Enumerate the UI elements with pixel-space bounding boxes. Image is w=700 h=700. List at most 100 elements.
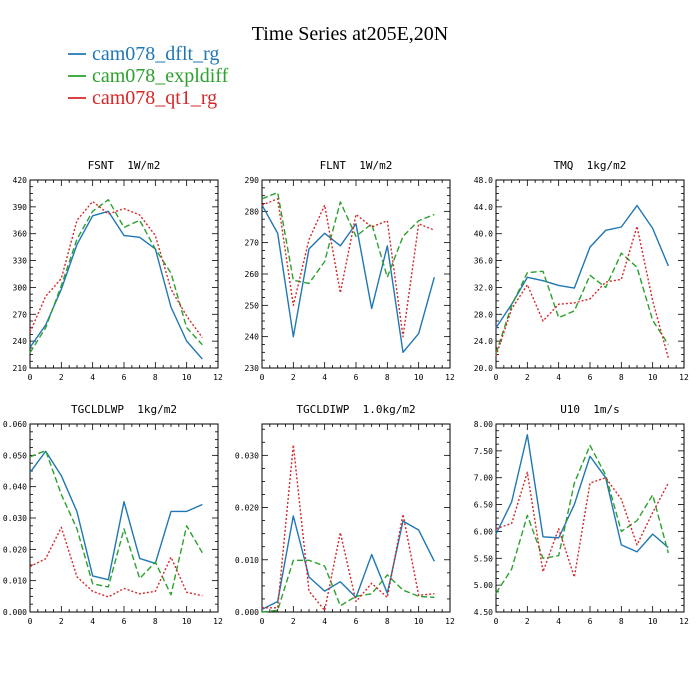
x-tick-label: 0 [494, 617, 499, 626]
x-tick-label: 4 [322, 617, 327, 626]
plot-frame [29, 423, 219, 613]
y-tick-label: 36.0 [474, 257, 493, 266]
y-tick-label: 280 [245, 207, 260, 216]
x-tick-label: 0 [28, 373, 33, 382]
y-tick-label: 0.030 [3, 514, 27, 523]
legend-label: cam078_dflt_rg [92, 43, 219, 65]
x-tick-label: 4 [90, 373, 95, 382]
x-tick-label: 10 [648, 617, 658, 626]
x-tick-label: 10 [648, 373, 658, 382]
x-tick-label: 6 [354, 617, 359, 626]
panel-title: TMQ 1kg/m2 [554, 159, 627, 172]
chart-panel: TGCLDIWP 1.0kg/m2 0 2 4 6 8 10 12 0.000 0.010 0.02… [235, 403, 455, 626]
y-tick-label: 32.0 [474, 283, 493, 292]
series-line-cam078_dflt_rg [261, 204, 436, 354]
x-tick-label: 12 [445, 617, 455, 626]
plot-frame [261, 179, 451, 369]
series-line-cam078_expldiff [29, 449, 203, 596]
y-tick-label: 240 [13, 337, 28, 346]
chart-panel: TMQ 1kg/m2 0 2 4 6 8 10 12 20.0 24.0 28.0 32.0 36.0 4… [474, 159, 689, 382]
y-tick-label: 0.000 [3, 608, 27, 617]
x-tick-label: 6 [588, 617, 593, 626]
y-tick-label: 0.000 [235, 608, 259, 617]
y-tick-label: 48.0 [474, 176, 493, 185]
y-tick-label: 40.0 [474, 230, 493, 239]
x-tick-label: 0 [28, 617, 33, 626]
series-line-cam078_expldiff [29, 198, 203, 354]
x-tick-label: 8 [385, 617, 390, 626]
x-tick-label: 10 [182, 373, 192, 382]
y-tick-label: 360 [13, 230, 28, 239]
x-tick-label: 8 [153, 373, 158, 382]
panel-title: FLNT 1W/m2 [320, 159, 393, 172]
panel-title: TGCLDLWP 1kg/m2 [71, 403, 177, 416]
chart-panels: FSNT 1W/m20 2 4 6 8 10 12210240270300330360390… [3, 159, 689, 626]
chart-panel: FLNT 1W/m2 0 2 4 6 8 10 12 230 240 250 260 270 280 290 [245, 159, 455, 382]
y-tick-label: 5.00 [474, 581, 493, 590]
y-tick-label: 390 [13, 203, 28, 212]
x-tick-label: 6 [354, 373, 359, 382]
y-tick-label: 250 [245, 301, 260, 310]
y-tick-label: 270 [13, 310, 28, 319]
x-tick-label: 8 [619, 373, 624, 382]
x-tick-label: 4 [556, 617, 561, 626]
x-tick-label: 6 [588, 373, 593, 382]
x-tick-label: 2 [291, 617, 296, 626]
y-tick-label: 420 [13, 176, 28, 185]
series-line-cam078_qt1_rg [262, 444, 435, 612]
chart-panel: FSNT 1W/m2 0 2 4 6 8 10 12 210 240 270 300 330 360 390… [13, 159, 223, 382]
y-tick-label: 0.060 [3, 420, 27, 429]
x-tick-label: 10 [414, 617, 424, 626]
x-tick-label: 2 [291, 373, 296, 382]
y-tick-label: 0.050 [3, 451, 27, 460]
series-line-cam078_qt1_rg [29, 200, 203, 338]
y-tick-label: 290 [245, 176, 260, 185]
x-tick-label: 6 [122, 617, 127, 626]
series-line-cam078_expldiff [261, 191, 435, 285]
y-tick-label: 0.010 [235, 556, 259, 565]
plot-frame [261, 423, 451, 613]
y-tick-label: 6.00 [474, 527, 493, 536]
y-tick-label: 6.50 [474, 501, 493, 510]
x-tick-label: 2 [525, 373, 530, 382]
y-tick-label: 24.0 [474, 337, 493, 346]
series-line-cam078_dflt_rg [29, 450, 203, 581]
x-tick-label: 2 [525, 617, 530, 626]
plot-frame [495, 423, 685, 613]
y-tick-label: 240 [245, 333, 260, 342]
y-tick-label: 20.0 [474, 364, 493, 373]
x-tick-label: 8 [385, 373, 390, 382]
chart-panel: TGCLDLWP 1kg/m2 0 2 4 6 8 10 12 0.000 0.010 0.020 0… [3, 403, 223, 626]
x-tick-label: 10 [182, 617, 192, 626]
y-tick-label: 8.00 [474, 420, 493, 429]
x-tick-label: 12 [213, 617, 223, 626]
y-tick-label: 330 [13, 257, 28, 266]
y-tick-label: 210 [13, 364, 28, 373]
x-tick-label: 0 [260, 617, 265, 626]
y-tick-label: 5.50 [474, 554, 493, 563]
y-tick-label: 260 [245, 270, 260, 279]
y-tick-label: 230 [245, 364, 260, 373]
x-tick-label: 12 [445, 373, 455, 382]
x-tick-label: 4 [556, 373, 561, 382]
y-tick-label: 0.010 [3, 577, 27, 586]
plot-frame [495, 179, 685, 369]
series-line-cam078_qt1_rg [29, 526, 203, 598]
series-line-cam078_expldiff [261, 559, 435, 613]
x-tick-label: 0 [260, 373, 265, 382]
x-tick-label: 10 [414, 373, 424, 382]
series-line-cam078_expldiff [495, 444, 670, 594]
x-tick-label: 12 [679, 617, 689, 626]
x-tick-label: 2 [59, 373, 64, 382]
x-tick-label: 0 [494, 373, 499, 382]
y-tick-label: 0.020 [235, 504, 259, 513]
x-tick-label: 6 [122, 373, 127, 382]
series-line-cam078_qt1_rg [495, 225, 670, 359]
series-line-cam078_qt1_rg [495, 471, 669, 578]
panel-title: FSNT 1W/m2 [88, 159, 161, 172]
y-tick-label: 7.50 [474, 447, 493, 456]
y-tick-label: 0.040 [3, 483, 27, 492]
y-tick-label: 44.0 [474, 203, 493, 212]
y-tick-label: 7.00 [474, 474, 493, 483]
